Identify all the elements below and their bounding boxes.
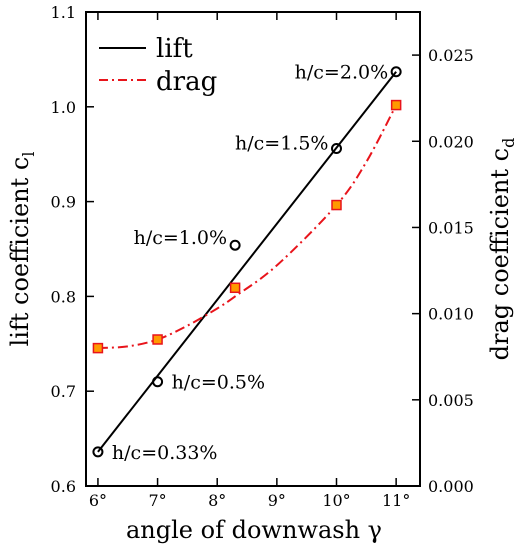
left-y-tick-label: 0.8 — [51, 287, 76, 306]
left-y-tick-label: 0.6 — [51, 477, 76, 496]
drag-point — [229, 282, 241, 294]
right-y-axis-title-sub: d — [499, 138, 518, 148]
right-y-tick-label: 0.025 — [428, 46, 474, 65]
right-y-axis-ticks: 0.000 0.005 0.010 0.015 0.020 0.025 — [412, 46, 474, 496]
x-axis-ticks: 6° 7° 8° 9° 10° 11° — [89, 12, 410, 510]
point-annotation: h/c=1.5% — [235, 133, 328, 155]
left-y-tick-label: 1.1 — [51, 3, 76, 22]
drag-fit-curve — [97, 104, 398, 350]
left-y-axis-ticks: 0.6 0.7 0.8 0.9 1.0 1.1 — [51, 3, 94, 496]
x-tick-label: 9° — [268, 491, 286, 510]
left-y-axis-title-text: lift coefficient c — [6, 157, 34, 347]
lift-fit-line — [97, 71, 397, 453]
point-annotation: h/c=2.0% — [295, 62, 388, 84]
drag-series-points — [92, 99, 402, 354]
right-y-tick-label: 0.000 — [428, 477, 474, 496]
legend-drag-label: drag — [156, 67, 217, 97]
point-labels: h/c=0.33% h/c=0.5% h/c=1.0% h/c=1.5% h/c=2.0… — [112, 62, 388, 464]
left-y-axis-title: lift coefficient cl — [6, 152, 38, 347]
point-annotation: h/c=0.5% — [172, 372, 265, 394]
left-y-tick-label: 0.9 — [51, 193, 76, 212]
left-y-tick-label: 1.0 — [51, 98, 76, 117]
right-y-tick-label: 0.005 — [428, 391, 474, 410]
x-axis-title: angle of downwash γ — [126, 516, 382, 544]
plot-frame — [85, 11, 421, 487]
drag-point — [390, 99, 402, 111]
lift-series-points — [92, 66, 402, 458]
right-y-axis-title-text: drag coefficient c — [486, 148, 514, 360]
x-tick-label: 7° — [148, 491, 166, 510]
lift-point — [229, 239, 241, 251]
x-tick-label: 8° — [208, 491, 226, 510]
lift-point — [331, 143, 342, 155]
drag-series-line — [97, 104, 398, 350]
lift-series-line — [97, 71, 397, 453]
lift-point — [390, 66, 402, 78]
point-annotation: h/c=0.33% — [112, 442, 218, 464]
right-y-tick-label: 0.010 — [428, 305, 474, 324]
lift-point — [92, 446, 104, 458]
drag-point — [152, 334, 163, 345]
right-y-axis-title: drag coefficient cd — [486, 138, 518, 361]
x-tick-label: 6° — [89, 491, 107, 510]
legend-lift-label: lift — [156, 34, 193, 64]
left-y-axis-title-sub: l — [19, 152, 38, 157]
left-y-tick-label: 0.7 — [51, 382, 76, 401]
point-annotation: h/c=1.0% — [134, 227, 227, 249]
legend: lift drag — [99, 34, 217, 97]
drag-point — [92, 342, 104, 354]
x-tick-label: 11° — [382, 491, 410, 510]
right-y-tick-label: 0.020 — [428, 132, 474, 151]
x-tick-label: 10° — [322, 491, 350, 510]
right-y-tick-label: 0.015 — [428, 218, 474, 237]
drag-point — [331, 199, 342, 211]
lift-point — [152, 376, 164, 388]
